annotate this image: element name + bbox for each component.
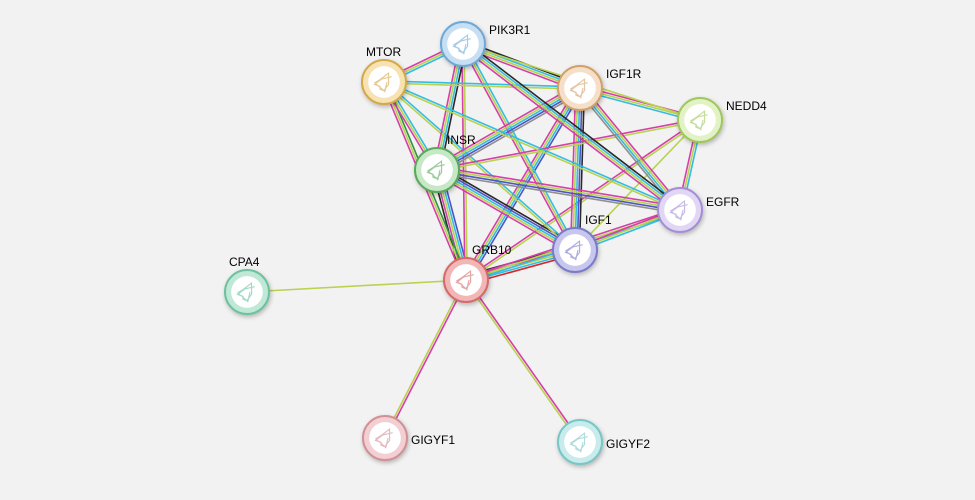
- node-label-INSR: INSR: [447, 133, 476, 147]
- node-label-IGF1R: IGF1R: [606, 67, 642, 81]
- node-label-NEDD4: NEDD4: [726, 99, 767, 113]
- node-GIGYF1[interactable]: [363, 416, 407, 460]
- node-label-IGF1: IGF1: [585, 213, 612, 227]
- node-IGF1[interactable]: [553, 228, 597, 272]
- node-label-MTOR: MTOR: [366, 45, 401, 59]
- node-label-CPA4: CPA4: [229, 255, 260, 269]
- node-label-GIGYF1: GIGYF1: [411, 433, 455, 447]
- node-IGF1R[interactable]: [558, 66, 602, 110]
- node-label-EGFR: EGFR: [706, 195, 740, 209]
- node-PIK3R1[interactable]: [441, 22, 485, 66]
- node-label-GRB10: GRB10: [472, 243, 512, 257]
- network-graph: PIK3R1 MTOR IGF1R NEDD4 INSR EGFR IGF1 GRB10 CPA…: [0, 0, 975, 500]
- node-label-PIK3R1: PIK3R1: [489, 23, 531, 37]
- node-MTOR[interactable]: [362, 60, 406, 104]
- node-NEDD4[interactable]: [678, 98, 722, 142]
- node-GIGYF2[interactable]: [558, 420, 602, 464]
- node-EGFR[interactable]: [658, 188, 702, 232]
- node-INSR[interactable]: [415, 148, 459, 192]
- node-label-GIGYF2: GIGYF2: [606, 437, 650, 451]
- node-CPA4[interactable]: [225, 270, 269, 314]
- node-GRB10[interactable]: [444, 258, 488, 302]
